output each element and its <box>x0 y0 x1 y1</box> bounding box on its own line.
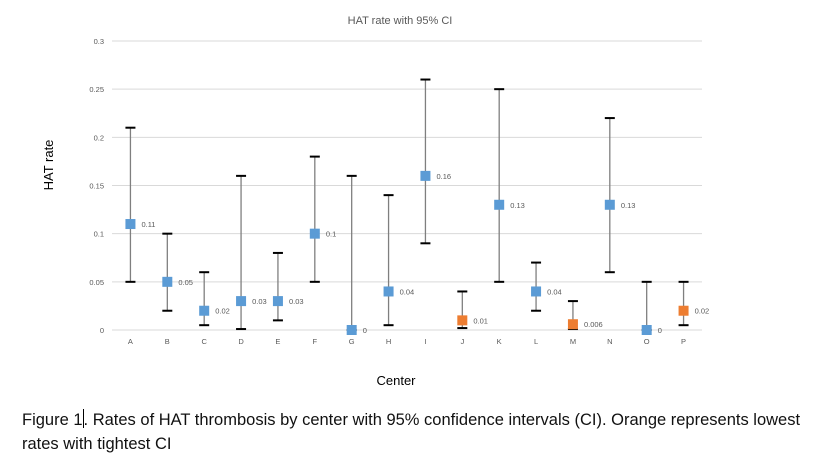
data-point-marker <box>494 199 505 210</box>
data-label: 0 <box>658 326 662 335</box>
data-point-marker <box>383 286 394 297</box>
x-tick-label: P <box>681 337 686 346</box>
data-point-marker <box>309 228 320 239</box>
data-point-marker <box>678 305 689 316</box>
gridlines <box>112 40 702 331</box>
x-tick-label: I <box>424 337 426 346</box>
y-tick-label: 0.25 <box>89 85 104 94</box>
y-axis-label: HAT rate <box>41 140 56 191</box>
y-tick-label: 0.3 <box>94 37 104 46</box>
data-label: 0 <box>363 326 367 335</box>
data-label: 0.13 <box>621 201 636 210</box>
error-bars <box>125 78 689 331</box>
data-point-marker <box>125 219 136 230</box>
chart: HAT rate with 95% CI 0 0.05 0.1 0.15 0.2 0.25… <box>41 15 709 388</box>
x-axis-label: Center <box>376 373 416 388</box>
x-tick-label: A <box>128 337 133 346</box>
data-label: 0.04 <box>547 287 562 296</box>
data-label: 0.006 <box>584 320 603 329</box>
data-point-marker <box>604 199 615 210</box>
y-tick-label: 0.05 <box>89 278 104 287</box>
data-label: 0.16 <box>436 172 451 181</box>
data-point-marker <box>531 286 542 297</box>
caption-figure-number: Figure 1 <box>22 411 83 429</box>
data-label: 0.13 <box>510 201 525 210</box>
x-tick-label: K <box>497 337 502 346</box>
y-axis-ticks: 0 0.05 0.1 0.15 0.2 0.25 0.3 <box>89 37 104 335</box>
caption-text: . Rates of HAT thrombosis by center with… <box>22 411 801 453</box>
x-tick-label: D <box>238 337 244 346</box>
data-label: 0.01 <box>473 316 488 325</box>
x-tick-label: B <box>165 337 170 346</box>
x-tick-label: F <box>313 337 318 346</box>
figure-caption: Figure 1. Rates of HAT thrombosis by cen… <box>22 408 812 456</box>
data-point-marker <box>162 276 173 287</box>
y-tick-label: 0.1 <box>94 230 104 239</box>
data-point-marker <box>420 170 431 181</box>
x-tick-label: O <box>644 337 650 346</box>
x-tick-label: H <box>386 337 391 346</box>
data-point-marker <box>457 315 468 326</box>
y-tick-label: 0.2 <box>94 133 104 142</box>
chart-title: HAT rate with 95% CI <box>348 15 453 27</box>
data-point-marker <box>641 325 652 335</box>
y-tick-label: 0 <box>100 326 104 335</box>
x-axis-ticks: A B C D E F G H I J K L M N O P <box>128 337 686 346</box>
data-label: 0.11 <box>141 220 155 229</box>
data-label: 0.04 <box>400 287 415 296</box>
data-label: 0.03 <box>289 297 304 306</box>
x-tick-label: J <box>460 337 464 346</box>
data-label: 0.1 <box>326 230 336 239</box>
data-label: 0.03 <box>252 297 267 306</box>
data-labels: 0.11 0.05 0.02 0.03 0.03 0.1 0 0.04 0.16 0.01 0.13… <box>141 172 709 335</box>
x-tick-label: E <box>275 337 280 346</box>
text-cursor <box>82 409 84 428</box>
x-tick-label: C <box>201 337 207 346</box>
data-label: 0.02 <box>215 307 230 316</box>
data-label: 0.05 <box>178 278 193 287</box>
data-point-marker <box>272 296 283 307</box>
data-point-marker <box>236 296 247 307</box>
data-point-marker <box>199 305 210 316</box>
y-tick-label: 0.15 <box>89 182 104 191</box>
x-tick-label: G <box>349 337 355 346</box>
x-tick-label: L <box>534 337 538 346</box>
data-label: 0.02 <box>695 307 710 316</box>
data-point-marker <box>346 325 357 335</box>
data-points <box>125 170 689 335</box>
data-point-marker <box>567 319 578 330</box>
x-tick-label: M <box>570 337 576 346</box>
x-tick-label: N <box>607 337 612 346</box>
